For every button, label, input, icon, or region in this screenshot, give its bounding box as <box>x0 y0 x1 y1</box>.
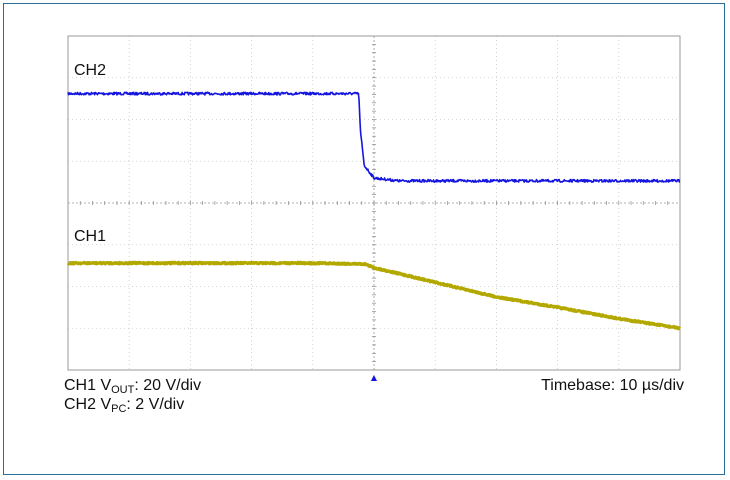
ch1-legend-suffix: : 20 V/div <box>134 377 202 394</box>
ch2-label: CH2 <box>74 62 107 79</box>
trigger-marker: ▲ <box>371 373 378 382</box>
figure-frame: ▲ CH2 CH1 CH1 VOUT: 20 V/div CH2 VPC: 2 … <box>3 3 725 475</box>
ch2-legend-suffix: : 2 V/div <box>126 396 185 413</box>
trace-ch2 <box>67 91 681 183</box>
ch2-scale-legend: CH2 VPC: 2 V/div <box>64 395 184 419</box>
trace-ch1 <box>66 260 682 331</box>
ch1-label: CH1 <box>74 228 107 245</box>
plot-border <box>67 35 681 371</box>
timebase-legend: Timebase: 10 µs/div <box>541 377 684 394</box>
ch1-legend-sub: OUT <box>111 384 135 396</box>
ch2-legend-prefix: CH2 V <box>64 396 112 413</box>
ch1-scale-legend: CH1 VOUT: 20 V/div <box>64 376 201 400</box>
ch2-legend-sub: PC <box>111 403 127 415</box>
ch1-legend-prefix: CH1 V <box>64 377 112 394</box>
oscilloscope-plot: ▲ <box>66 35 682 382</box>
